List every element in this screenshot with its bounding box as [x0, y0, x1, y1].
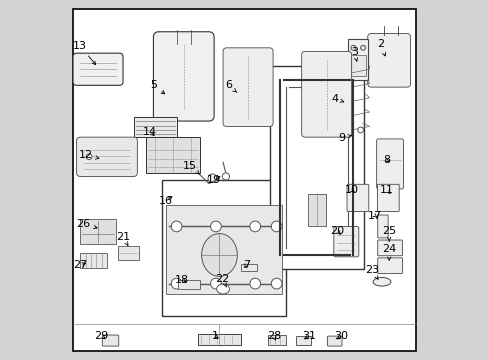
Text: 8: 8: [382, 156, 389, 165]
Bar: [80, 253, 107, 267]
Text: 7: 7: [242, 260, 249, 270]
Text: 31: 31: [302, 331, 316, 341]
Text: 18: 18: [175, 275, 189, 285]
Ellipse shape: [207, 174, 216, 183]
Ellipse shape: [216, 284, 229, 294]
Bar: [134, 117, 176, 137]
Ellipse shape: [350, 45, 355, 50]
Ellipse shape: [249, 278, 260, 289]
Text: 5: 5: [150, 80, 164, 94]
Bar: [198, 334, 241, 345]
Bar: [80, 219, 116, 244]
Text: 14: 14: [142, 127, 157, 137]
FancyBboxPatch shape: [367, 33, 410, 87]
FancyBboxPatch shape: [153, 32, 214, 121]
Bar: [118, 246, 139, 260]
Text: 30: 30: [334, 331, 348, 341]
FancyBboxPatch shape: [377, 258, 402, 274]
Text: 29: 29: [94, 331, 108, 341]
FancyBboxPatch shape: [376, 139, 403, 189]
Ellipse shape: [271, 278, 282, 289]
Text: 6: 6: [224, 80, 236, 93]
Ellipse shape: [210, 221, 221, 232]
Text: 28: 28: [266, 331, 280, 341]
Bar: [178, 280, 200, 289]
Ellipse shape: [171, 278, 182, 289]
Text: 10: 10: [344, 185, 358, 195]
Text: 24: 24: [381, 244, 395, 260]
Text: 17: 17: [367, 211, 381, 221]
Ellipse shape: [210, 278, 221, 289]
FancyBboxPatch shape: [333, 226, 358, 257]
Ellipse shape: [357, 127, 363, 133]
FancyBboxPatch shape: [326, 336, 341, 346]
Ellipse shape: [372, 278, 390, 286]
Bar: [350, 55, 365, 76]
Text: 9: 9: [337, 133, 351, 143]
FancyBboxPatch shape: [77, 137, 137, 176]
Bar: [162, 180, 285, 316]
Bar: [241, 264, 257, 271]
Text: 4: 4: [330, 94, 343, 104]
Bar: [165, 205, 282, 294]
Text: 12: 12: [78, 150, 99, 160]
Ellipse shape: [360, 45, 365, 50]
FancyBboxPatch shape: [223, 48, 272, 126]
Text: 25: 25: [381, 226, 395, 241]
Text: 3: 3: [350, 47, 357, 61]
FancyBboxPatch shape: [377, 215, 387, 238]
Text: 1: 1: [211, 331, 218, 341]
Text: 26: 26: [76, 219, 97, 229]
Text: 11: 11: [379, 185, 393, 195]
Ellipse shape: [271, 221, 282, 232]
Text: 16: 16: [159, 197, 173, 206]
Bar: [307, 194, 325, 226]
Bar: [267, 335, 285, 345]
FancyBboxPatch shape: [377, 184, 398, 211]
Text: 19: 19: [206, 175, 221, 185]
FancyBboxPatch shape: [73, 9, 415, 351]
Text: 22: 22: [215, 274, 229, 287]
Text: 27: 27: [73, 260, 87, 270]
Text: 13: 13: [73, 41, 96, 65]
Bar: [347, 39, 367, 80]
Bar: [146, 137, 200, 173]
Bar: [269, 66, 364, 269]
Text: 20: 20: [329, 226, 344, 236]
Ellipse shape: [201, 234, 237, 276]
Ellipse shape: [249, 221, 260, 232]
FancyBboxPatch shape: [377, 240, 402, 256]
FancyBboxPatch shape: [301, 51, 351, 137]
Text: 15: 15: [183, 161, 199, 174]
Ellipse shape: [171, 221, 182, 232]
Ellipse shape: [86, 154, 92, 159]
FancyBboxPatch shape: [73, 53, 123, 85]
Text: 2: 2: [376, 39, 385, 56]
FancyBboxPatch shape: [102, 335, 119, 346]
Text: 21: 21: [116, 232, 130, 246]
Ellipse shape: [222, 173, 229, 180]
Bar: [296, 336, 310, 345]
FancyBboxPatch shape: [346, 184, 368, 211]
Text: 23: 23: [365, 265, 379, 279]
